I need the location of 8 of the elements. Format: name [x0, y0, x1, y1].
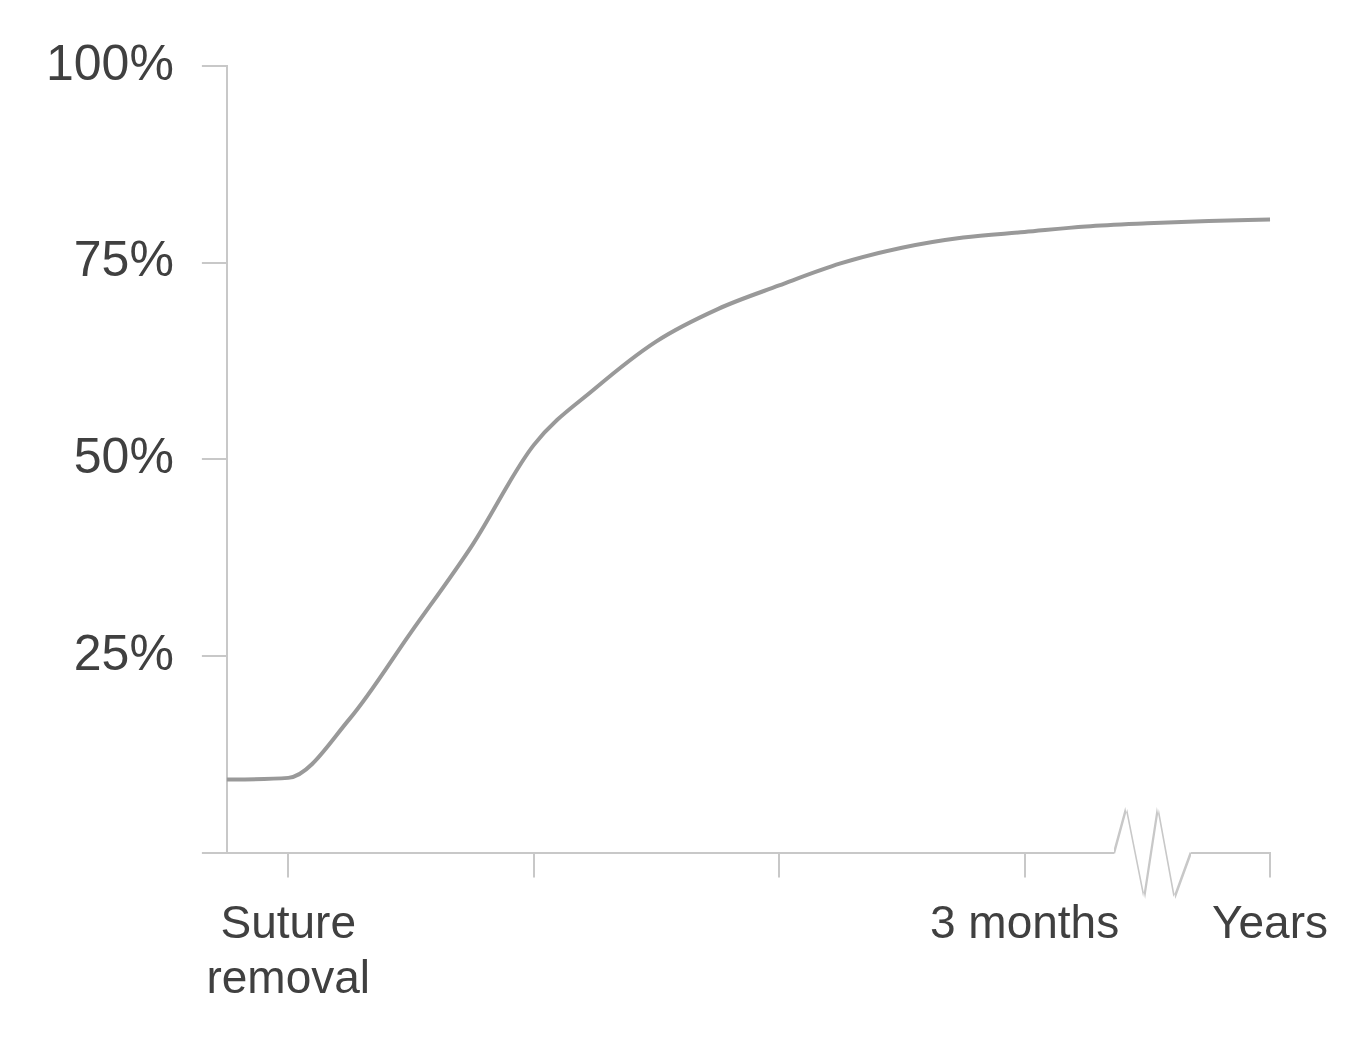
x-tick-label: Suture removal [206, 895, 371, 1004]
x-tick-label: 3 months [929, 895, 1120, 948]
y-tick-label: 25% [73, 624, 174, 681]
y-tick-label: 100% [45, 34, 174, 91]
y-tick-label: 50% [73, 428, 174, 485]
line-series [224, 217, 1273, 782]
x-tick-label: Years [1212, 895, 1328, 948]
y-tick-label: 75% [73, 231, 174, 288]
